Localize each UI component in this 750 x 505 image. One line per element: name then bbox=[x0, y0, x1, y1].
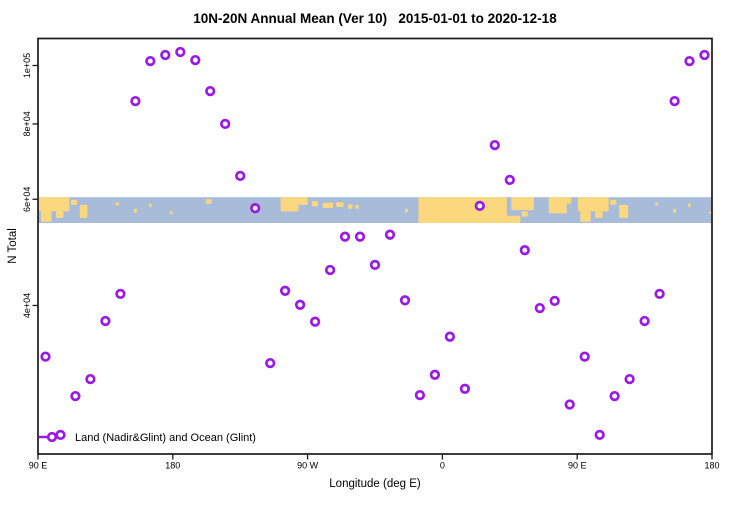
legend-label: Land (Nadir&Glint) and Ocean (Glint) bbox=[75, 432, 256, 444]
land-patch bbox=[506, 215, 521, 224]
data-point bbox=[564, 399, 575, 410]
data-point bbox=[474, 200, 485, 212]
land-patch bbox=[619, 204, 629, 218]
land-patch bbox=[548, 197, 567, 214]
land-patch bbox=[511, 197, 534, 211]
plot-border bbox=[37, 37, 713, 455]
legend-marker-circle bbox=[46, 431, 58, 443]
land-patch bbox=[298, 197, 308, 205]
land-patch bbox=[566, 197, 572, 204]
land-patch bbox=[673, 208, 677, 213]
data-point bbox=[549, 295, 560, 307]
x-tick-label: 180 bbox=[165, 461, 180, 471]
data-point bbox=[594, 429, 605, 441]
y-axis-title: N Total bbox=[7, 228, 19, 264]
data-point bbox=[175, 46, 186, 58]
data-point bbox=[279, 285, 291, 296]
data-point bbox=[294, 299, 306, 310]
x-tick-label: 180 bbox=[704, 461, 719, 471]
data-point bbox=[40, 351, 51, 362]
x-tick-label: 0 bbox=[440, 461, 445, 471]
land-patch bbox=[610, 199, 617, 205]
data-point bbox=[250, 203, 261, 214]
land-patch bbox=[71, 199, 77, 205]
data-point bbox=[235, 170, 246, 182]
data-point bbox=[429, 369, 441, 380]
land-patch bbox=[322, 202, 334, 208]
land-patch bbox=[312, 201, 319, 207]
land-patch bbox=[595, 211, 603, 218]
data-point bbox=[414, 389, 426, 401]
data-point bbox=[384, 229, 396, 240]
data-point bbox=[609, 390, 620, 402]
y-tick-label: 6e+04 bbox=[22, 187, 32, 212]
land-patch bbox=[79, 204, 88, 218]
land-patch bbox=[56, 211, 64, 218]
data-point bbox=[534, 302, 545, 314]
data-point bbox=[654, 288, 665, 300]
land-patch bbox=[148, 203, 152, 207]
data-point bbox=[369, 259, 381, 271]
land-patch bbox=[688, 203, 691, 207]
y-tick-label: 8e+04 bbox=[22, 111, 32, 136]
chart-title: 10N-20N Annual Mean (Ver 10) 2015-01-01 … bbox=[193, 11, 557, 26]
data-point bbox=[399, 295, 411, 306]
land-patch bbox=[41, 211, 52, 222]
land-patch bbox=[355, 204, 359, 209]
data-point bbox=[265, 357, 276, 369]
data-point bbox=[190, 54, 201, 66]
land-patch bbox=[580, 211, 591, 222]
y-tick-label: 1e+05 bbox=[22, 53, 32, 78]
land-patch bbox=[655, 202, 659, 206]
data-point bbox=[669, 95, 680, 107]
land-patch bbox=[577, 197, 609, 212]
data-point bbox=[459, 383, 471, 394]
data-point bbox=[55, 429, 66, 441]
x-tick-label: 90 W bbox=[297, 461, 319, 471]
data-point bbox=[519, 245, 530, 256]
data-point bbox=[85, 373, 96, 385]
data-point bbox=[309, 316, 321, 327]
y-tick-label: 4e+04 bbox=[22, 293, 32, 318]
data-point bbox=[205, 85, 216, 97]
land-patch bbox=[405, 208, 408, 213]
data-point bbox=[130, 95, 141, 107]
data-point bbox=[639, 315, 650, 327]
data-point bbox=[100, 315, 111, 327]
data-point bbox=[684, 55, 695, 67]
land-patch bbox=[169, 211, 173, 214]
land-patch bbox=[521, 211, 528, 217]
land-patch bbox=[348, 204, 353, 209]
data-point bbox=[699, 49, 710, 61]
land-patch bbox=[280, 197, 299, 212]
land-patch bbox=[133, 208, 137, 213]
data-point bbox=[624, 373, 635, 385]
x-tick-label: 90 E bbox=[568, 461, 587, 471]
x-axis-title: Longitude (deg E) bbox=[329, 478, 421, 490]
data-point bbox=[220, 118, 231, 130]
land-patch bbox=[418, 197, 507, 223]
land-patch bbox=[205, 199, 212, 204]
x-tick-label: 90 E bbox=[29, 461, 48, 471]
data-point bbox=[354, 231, 366, 242]
data-point bbox=[70, 390, 81, 402]
land-patch bbox=[115, 202, 119, 206]
data-point bbox=[489, 139, 500, 151]
data-point bbox=[504, 174, 515, 186]
data-point bbox=[115, 288, 126, 300]
legend: Land (Nadir&Glint) and Ocean (Glint) bbox=[39, 431, 256, 444]
land-patch bbox=[38, 197, 70, 212]
data-point bbox=[579, 351, 590, 362]
land-patch bbox=[336, 202, 344, 207]
data-point bbox=[145, 55, 156, 67]
data-point bbox=[339, 231, 351, 242]
data-point bbox=[444, 331, 456, 342]
data-point bbox=[160, 49, 171, 61]
data-point bbox=[324, 264, 336, 276]
